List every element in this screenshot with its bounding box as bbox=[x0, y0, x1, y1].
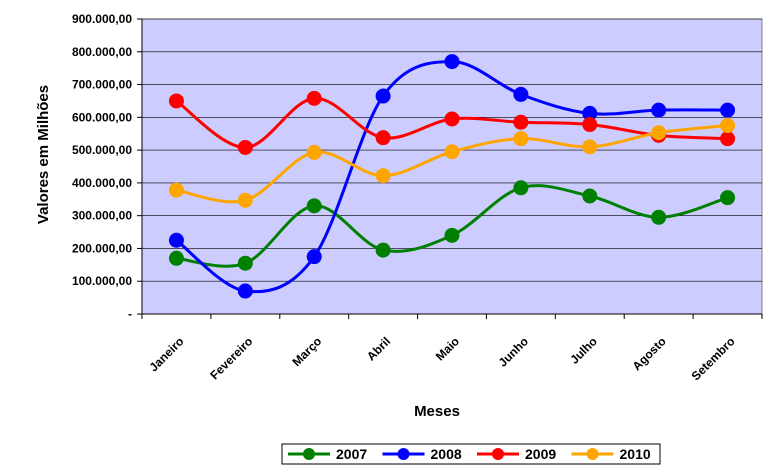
x-tick-label: Maio bbox=[433, 334, 462, 363]
data-point bbox=[651, 125, 667, 141]
y-tick-label: 600.000,00 bbox=[72, 110, 132, 124]
data-point bbox=[306, 144, 322, 160]
legend: 2007 2008 2009 2010 bbox=[281, 443, 661, 465]
data-point bbox=[720, 118, 736, 134]
y-tick-label: 500.000,00 bbox=[72, 143, 132, 157]
data-point bbox=[306, 90, 322, 106]
data-point bbox=[720, 131, 736, 147]
legend-swatch-marker bbox=[492, 448, 504, 460]
legend-swatch-marker bbox=[303, 448, 315, 460]
data-point bbox=[582, 188, 598, 204]
data-point bbox=[444, 227, 460, 243]
data-point bbox=[582, 117, 598, 133]
y-tick-label: 800.000,00 bbox=[72, 45, 132, 59]
data-point bbox=[237, 192, 253, 208]
data-point bbox=[168, 232, 184, 248]
y-tick-label: 200.000,00 bbox=[72, 241, 132, 255]
data-point bbox=[168, 250, 184, 266]
x-tick-label: Setembro bbox=[689, 334, 738, 383]
data-point bbox=[375, 168, 391, 184]
data-point bbox=[168, 93, 184, 109]
legend-label: 2009 bbox=[525, 446, 556, 462]
data-point bbox=[375, 242, 391, 258]
data-point bbox=[513, 180, 529, 196]
y-tick-label: 100.000,00 bbox=[72, 274, 132, 288]
x-tick-label: Fevereiro bbox=[207, 334, 255, 382]
data-point bbox=[582, 139, 598, 155]
data-point bbox=[720, 190, 736, 206]
data-point bbox=[444, 54, 460, 70]
data-point bbox=[375, 88, 391, 104]
data-point bbox=[513, 86, 529, 102]
series-2007 bbox=[168, 180, 736, 271]
legend-label: 2010 bbox=[620, 446, 651, 462]
y-tick-label: 700.000,00 bbox=[72, 78, 132, 92]
data-point bbox=[444, 144, 460, 160]
data-point bbox=[651, 102, 667, 118]
y-axis-title: Valores em Milhões bbox=[35, 85, 52, 224]
y-tick-label: - bbox=[128, 307, 132, 321]
data-point bbox=[237, 283, 253, 299]
legend-box bbox=[281, 443, 661, 465]
legend-label: 2007 bbox=[336, 446, 367, 462]
data-point bbox=[306, 249, 322, 265]
y-tick-label: 900.000,00 bbox=[72, 12, 132, 26]
x-tick-label: Janeiro bbox=[146, 334, 186, 374]
x-tick-label: Julho bbox=[567, 334, 600, 367]
data-point bbox=[168, 182, 184, 198]
x-tick-label: Junho bbox=[496, 334, 531, 369]
y-tick-label: 300.000,00 bbox=[72, 209, 132, 223]
data-point bbox=[720, 102, 736, 118]
legend-label: 2008 bbox=[431, 446, 462, 462]
data-point bbox=[513, 131, 529, 147]
x-axis-title: Meses bbox=[414, 403, 460, 420]
data-point bbox=[237, 255, 253, 271]
data-point bbox=[237, 139, 253, 155]
legend-item: 2007 bbox=[288, 446, 367, 462]
data-point bbox=[375, 130, 391, 146]
data-point bbox=[651, 209, 667, 225]
x-tick-label: Abril bbox=[364, 334, 393, 363]
data-point bbox=[513, 114, 529, 130]
series-2008 bbox=[168, 54, 736, 299]
legend-item: 2009 bbox=[477, 446, 556, 462]
series-line bbox=[175, 60, 728, 294]
legend-swatch-marker bbox=[397, 448, 410, 460]
x-tick-label: Agosto bbox=[630, 334, 669, 373]
y-tick-label: 400.000,00 bbox=[72, 176, 132, 190]
data-point bbox=[306, 198, 322, 214]
legend-item: 2010 bbox=[571, 446, 651, 462]
series-2010 bbox=[168, 118, 736, 208]
data-point bbox=[444, 111, 460, 127]
series-2009 bbox=[168, 90, 736, 155]
legend-item: 2008 bbox=[382, 446, 462, 462]
legend-swatch-marker bbox=[586, 448, 599, 460]
x-tick-label: Março bbox=[289, 334, 324, 369]
